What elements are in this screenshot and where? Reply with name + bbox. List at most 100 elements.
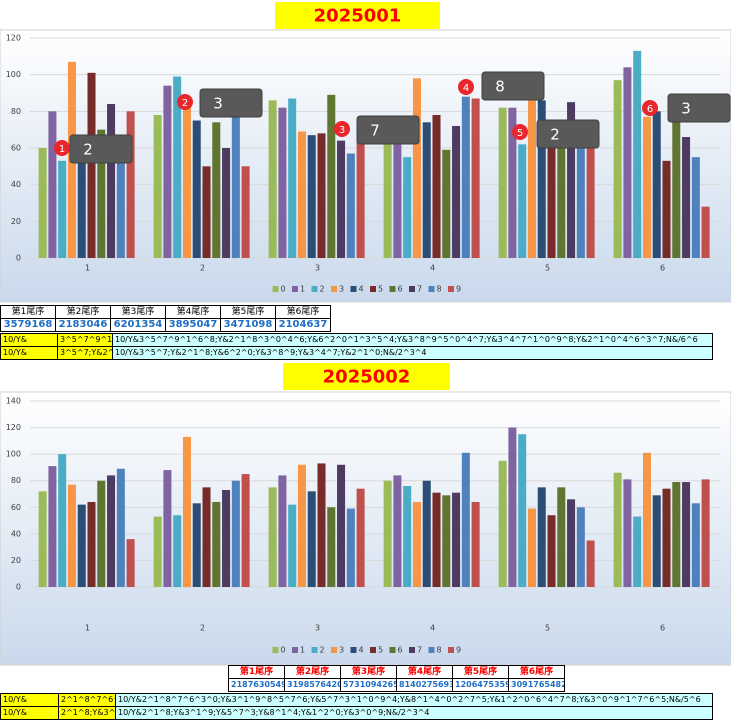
callout-text: 2 (83, 141, 93, 159)
legend-swatch (272, 647, 279, 653)
table-header: 第6尾序 (275, 305, 331, 319)
bar (202, 487, 211, 587)
bar (471, 501, 480, 587)
bar (337, 464, 346, 587)
callout-box (356, 115, 420, 145)
table-header: 第4尾序 (165, 305, 221, 319)
bar (613, 80, 622, 259)
bar (87, 501, 96, 587)
y-tick-label: 140 (6, 397, 21, 406)
legend-swatch (428, 647, 435, 653)
y-tick-label: 100 (6, 450, 21, 459)
x-tick-label: 2 (200, 624, 205, 633)
bar (182, 436, 191, 587)
table-value: 5731094265 (340, 678, 397, 692)
table-header: 第6尾序 (508, 665, 565, 679)
legend-swatch (428, 286, 435, 292)
x-tick-label: 1 (85, 624, 90, 633)
table-value: 6201354 (110, 318, 166, 332)
legend-swatch (389, 286, 396, 292)
callout-box (667, 93, 731, 123)
legend-label: 3 (339, 646, 344, 655)
row-detail: 10/Y&3^5^7^9^1^6^8;Y&2^1^8^3^0^4^6;Y&6^2… (112, 333, 713, 347)
callout-badge (177, 94, 193, 110)
table-header: 第4尾序 (396, 665, 453, 679)
bar (518, 144, 527, 258)
table-header: 第2尾序 (55, 305, 111, 319)
bar (278, 107, 287, 259)
bar (202, 166, 211, 258)
legend-label: 3 (339, 285, 344, 294)
table-value: 2104637 (275, 318, 331, 332)
bar (346, 508, 355, 587)
legend-swatch (292, 286, 298, 292)
legend-label: 6 (398, 646, 403, 655)
chart-title: 2025001 (314, 6, 402, 27)
row-key: 2^1^8;Y&3^1 (58, 706, 116, 720)
bar (412, 501, 421, 587)
bar (537, 487, 546, 587)
row-detail: 10/Y&2^1^8;Y&3^1^9;Y&5^7^3;Y&8^1^4;Y&1^2… (115, 706, 713, 720)
table-value: 2187630549 (228, 678, 285, 692)
table-value: 3471098 (220, 318, 276, 332)
y-tick-label: 20 (11, 217, 21, 226)
bar (701, 479, 710, 587)
table-value: 3091765482 (508, 678, 565, 692)
bar (38, 148, 47, 258)
table-header: 第3尾序 (110, 305, 166, 319)
bar (107, 104, 116, 258)
callout-badge (334, 121, 350, 137)
bar (633, 50, 642, 259)
bar (452, 492, 461, 587)
bar (307, 135, 316, 258)
legend-swatch (311, 647, 318, 653)
legend-swatch (292, 647, 298, 653)
bar (576, 126, 585, 258)
bar (38, 491, 47, 587)
bar (422, 480, 431, 587)
legend-swatch (331, 286, 337, 292)
bar (537, 100, 546, 258)
row-label: 10/Y& (0, 693, 59, 707)
callout-text: 2 (550, 126, 560, 144)
callout-box (481, 71, 545, 101)
bar (327, 94, 336, 258)
bar (48, 111, 57, 258)
legend-swatch (370, 286, 376, 292)
bar (461, 96, 470, 259)
bar (192, 120, 201, 258)
bar (317, 463, 326, 587)
legend-label: 2 (320, 285, 325, 294)
y-tick-label: 40 (11, 529, 21, 538)
legend-label: 0 (281, 285, 286, 294)
bar (442, 495, 451, 587)
legend-swatch (311, 286, 318, 292)
bar (567, 102, 576, 259)
legend-swatch (409, 647, 415, 653)
callout-badge-text: 1 (59, 144, 65, 155)
bar (297, 464, 306, 587)
bar (317, 133, 326, 258)
bar (662, 488, 671, 587)
legend-label: 8 (437, 285, 442, 294)
bar (231, 93, 240, 258)
bar (212, 122, 221, 258)
title-box (275, 2, 440, 29)
legend-label: 7 (417, 285, 422, 294)
callout-text: 3 (213, 95, 223, 113)
bar (87, 72, 96, 258)
y-tick-label: 60 (11, 144, 21, 153)
bar (442, 149, 451, 258)
bar (48, 466, 57, 587)
bar (662, 160, 671, 258)
legend-label: 1 (300, 285, 305, 294)
bar (116, 137, 125, 258)
callout-box (69, 134, 133, 164)
bar (231, 480, 240, 587)
bar (192, 503, 201, 587)
bar (567, 499, 576, 587)
bar (682, 482, 691, 587)
x-tick-label: 5 (545, 624, 550, 633)
bar (393, 126, 402, 258)
